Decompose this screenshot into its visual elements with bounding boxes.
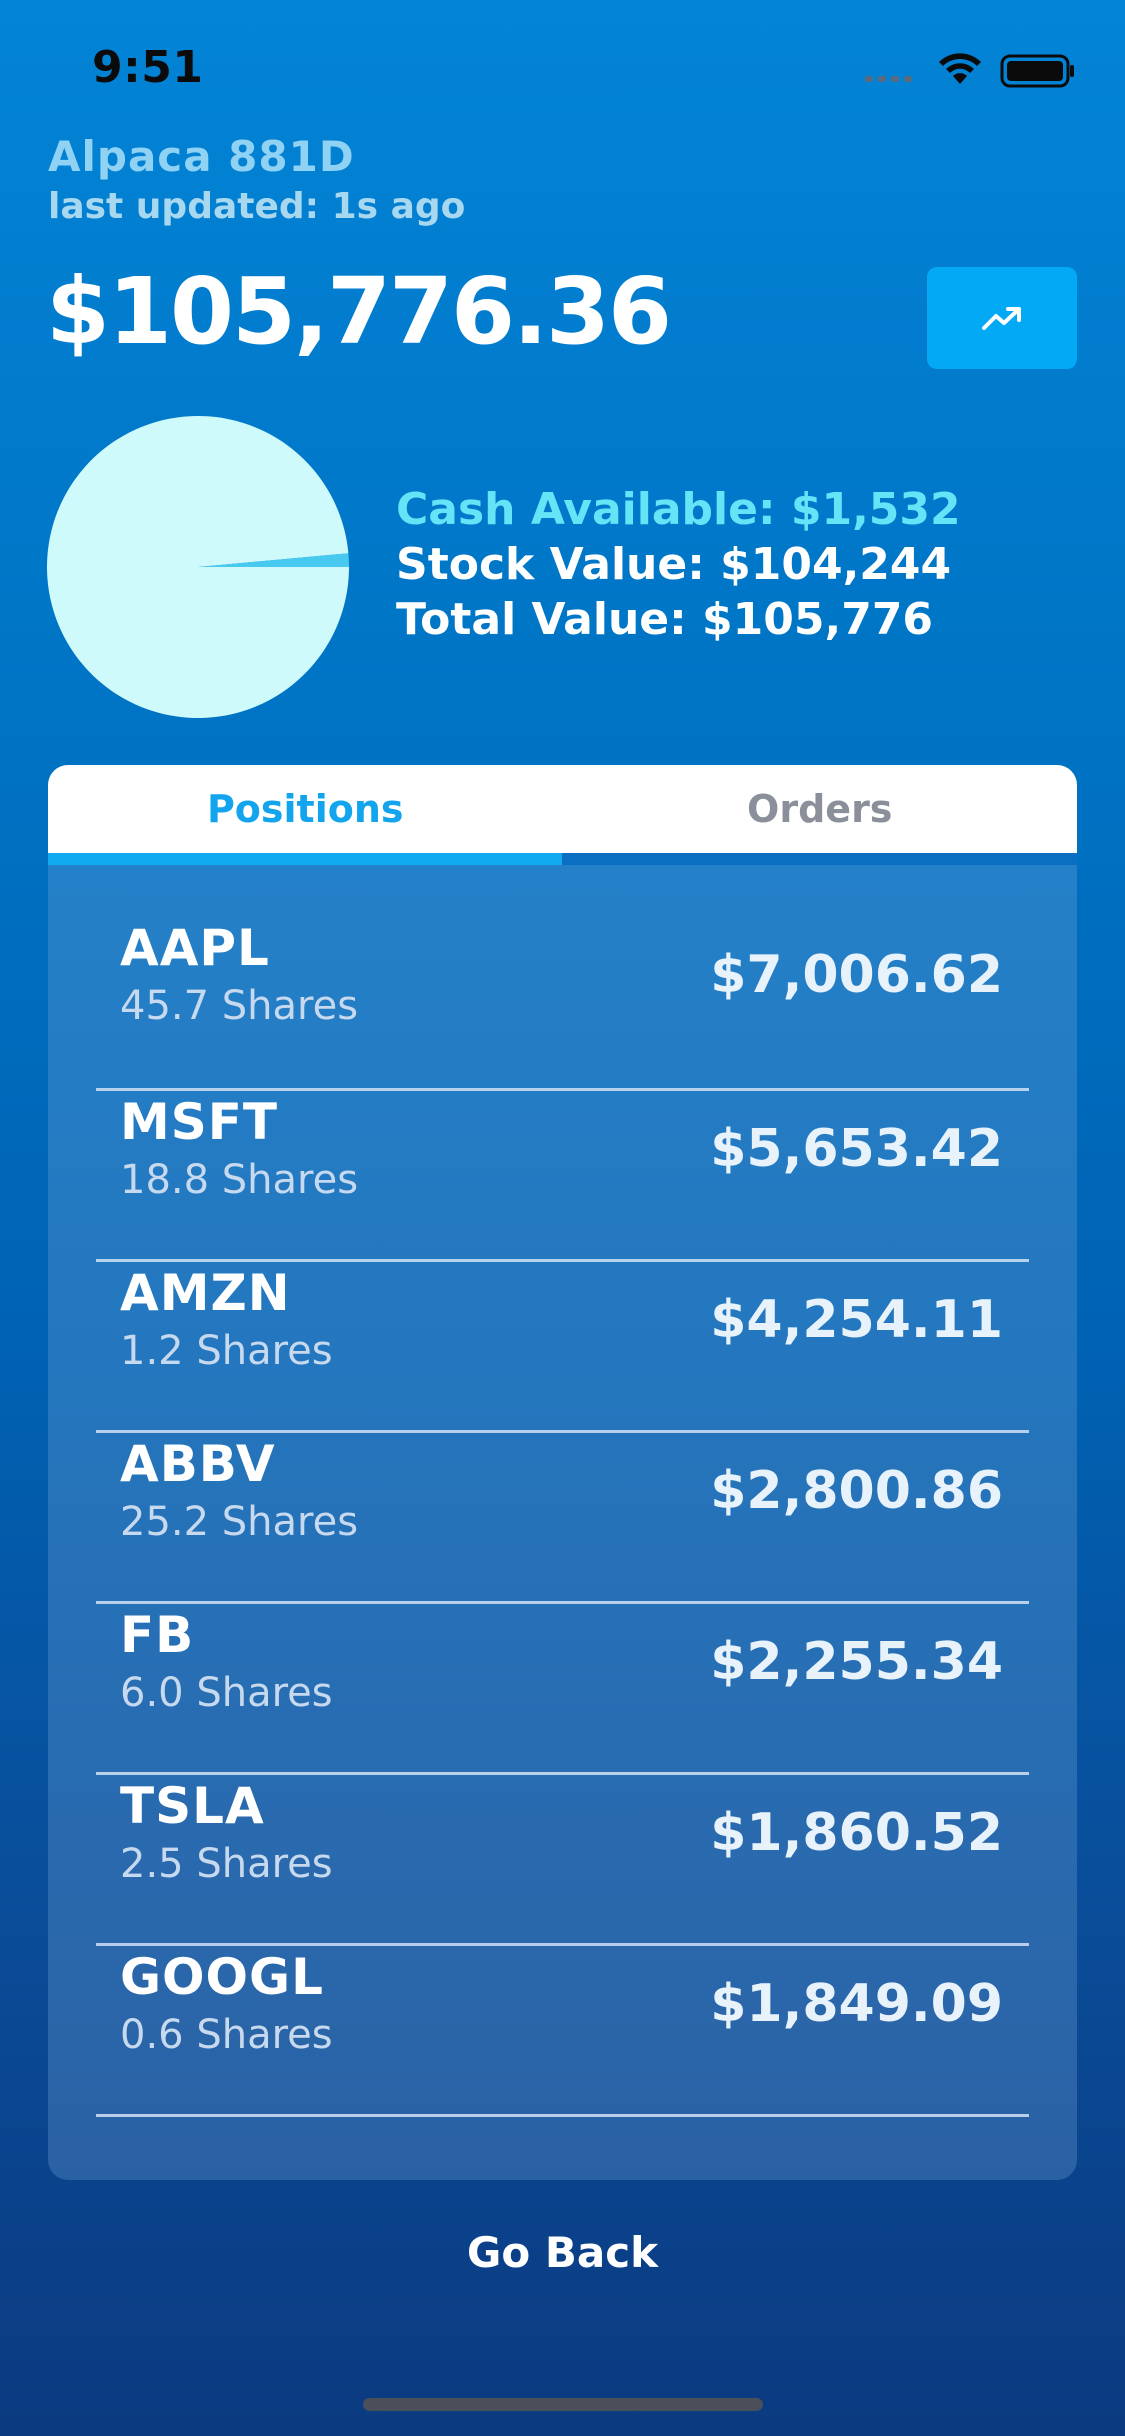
position-value: $2,255.34 [710, 1632, 1003, 1692]
position-symbol: AAPL [120, 919, 270, 977]
last-updated: last updated: 1s ago [48, 186, 466, 227]
go-back-button[interactable]: Go Back [466, 2228, 659, 2277]
balance-summary: Cash Available: $1,532 Stock Value: $104… [396, 482, 961, 647]
position-value: $1,860.52 [710, 1803, 1003, 1863]
position-symbol: TSLA [120, 1777, 265, 1835]
wifi-icon [939, 53, 981, 84]
position-row[interactable]: ABBV 25.2 Shares $2,800.86 [96, 1433, 1029, 1604]
positions-list: AAPL 45.7 Shares $7,006.62 MSFT 18.8 Sha… [96, 917, 1029, 2117]
position-row[interactable]: GOOGL 0.6 Shares $1,849.09 [96, 1946, 1029, 2117]
position-row[interactable]: AAPL 45.7 Shares $7,006.62 [96, 917, 1029, 1091]
home-indicator [363, 2398, 763, 2411]
position-shares: 0.6 Shares [120, 2012, 333, 2058]
tab-positions[interactable]: Positions [206, 787, 404, 831]
position-shares: 25.2 Shares [120, 1499, 359, 1545]
allocation-pie-chart [47, 416, 349, 718]
cash-available: Cash Available: $1,532 [396, 484, 961, 535]
position-symbol: FB [120, 1606, 195, 1664]
position-value: $5,653.42 [710, 1119, 1003, 1179]
position-symbol: MSFT [120, 1093, 279, 1151]
pie-slice-cash [198, 553, 349, 567]
position-row[interactable]: AMZN 1.2 Shares $4,254.11 [96, 1262, 1029, 1433]
position-shares: 2.5 Shares [120, 1841, 333, 1887]
trending-up-icon [982, 307, 1021, 330]
total-value-summary: Total Value: $105,776 [396, 594, 934, 645]
position-row[interactable]: FB 6.0 Shares $2,255.34 [96, 1604, 1029, 1775]
chart-button[interactable] [927, 267, 1077, 369]
tab-indicator-track [48, 853, 1077, 865]
position-shares: 45.7 Shares [120, 983, 359, 1029]
pie-slice-stock [47, 416, 349, 718]
tab-bar: Positions Orders [48, 765, 1077, 853]
position-shares: 1.2 Shares [120, 1328, 333, 1374]
positions-card: Positions Orders AAPL 45.7 Shares $7,006… [48, 765, 1077, 2180]
tab-orders[interactable]: Orders [747, 787, 893, 831]
status-bar: 9:51 [0, 0, 1125, 140]
battery-icon [1000, 54, 1074, 88]
stock-value: Stock Value: $104,244 [396, 539, 952, 590]
position-shares: 6.0 Shares [120, 1670, 333, 1716]
signal-icon [865, 76, 912, 82]
position-symbol: ABBV [120, 1435, 276, 1493]
portfolio-total-value: $105,776.36 [46, 258, 672, 365]
account-name: Alpaca 881D [48, 132, 355, 181]
status-time: 9:51 [92, 42, 204, 93]
position-value: $1,849.09 [710, 1974, 1003, 2034]
position-row[interactable]: MSFT 18.8 Shares $5,653.42 [96, 1091, 1029, 1262]
position-row[interactable]: TSLA 2.5 Shares $1,860.52 [96, 1775, 1029, 1946]
status-icons [865, 50, 1075, 90]
position-symbol: GOOGL [120, 1948, 324, 2006]
position-value: $7,006.62 [710, 945, 1003, 1005]
position-symbol: AMZN [120, 1264, 291, 1322]
position-value: $4,254.11 [710, 1290, 1003, 1350]
tab-indicator [48, 853, 562, 865]
position-value: $2,800.86 [710, 1461, 1003, 1521]
position-shares: 18.8 Shares [120, 1157, 359, 1203]
